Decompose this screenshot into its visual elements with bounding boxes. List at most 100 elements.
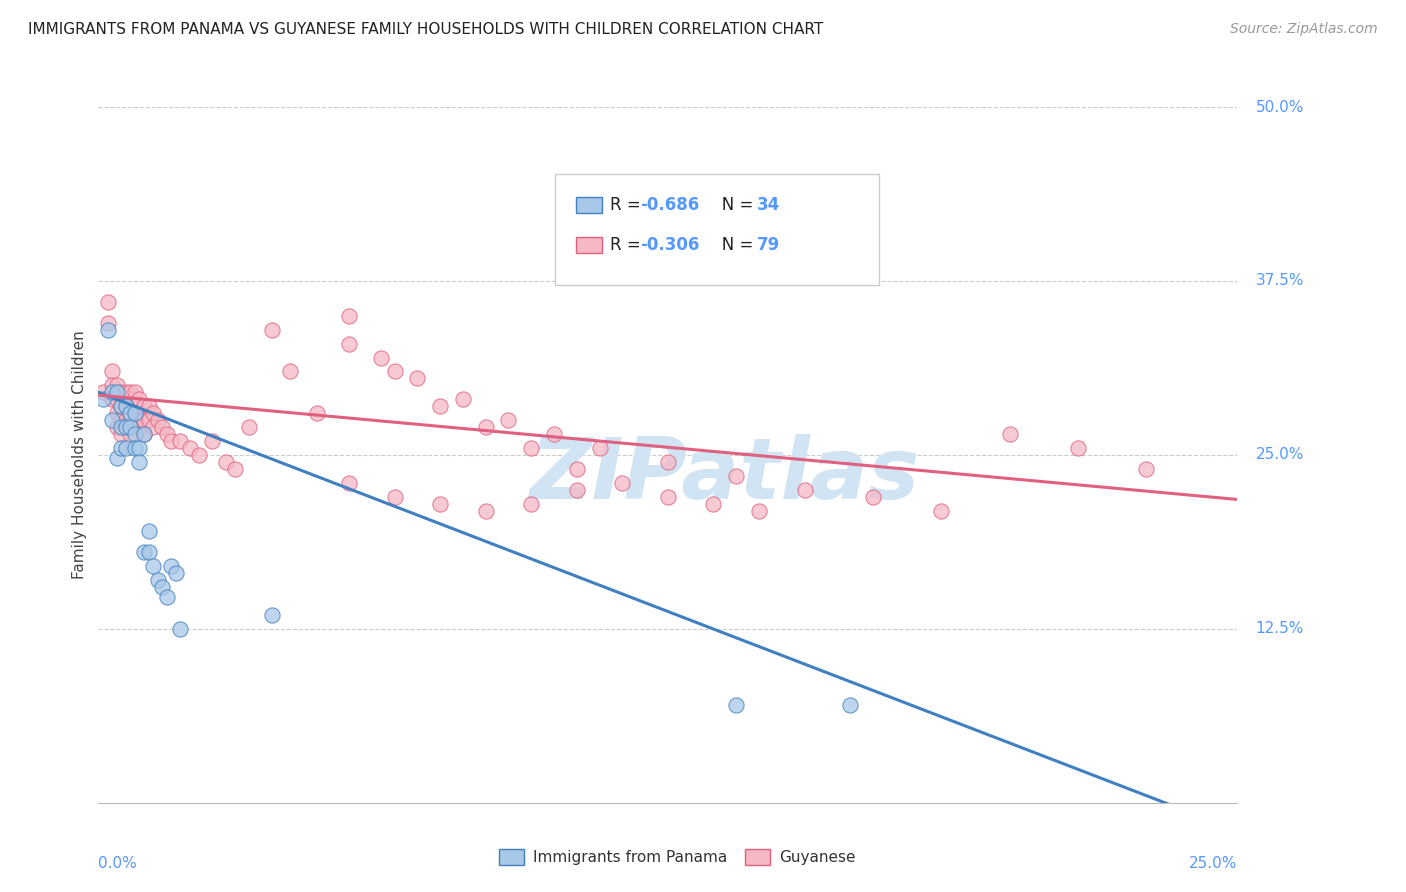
Point [307, 406, 329, 420]
Point [110, 413, 132, 427]
Point [142, 559, 165, 574]
Point [138, 524, 160, 539]
Point [110, 420, 132, 434]
Point [124, 441, 146, 455]
Point [224, 462, 246, 476]
Text: Guyanese: Guyanese [779, 850, 855, 864]
Point [114, 385, 136, 400]
Point [474, 420, 496, 434]
Point [160, 559, 183, 574]
Point [91, 385, 114, 400]
Point [839, 698, 862, 713]
Text: 50.0%: 50.0% [1256, 100, 1303, 114]
Text: -0.306: -0.306 [640, 236, 699, 254]
Point [748, 503, 770, 517]
Point [105, 450, 128, 465]
Text: IMMIGRANTS FROM PANAMA VS GUYANESE FAMILY HOUSEHOLDS WITH CHILDREN CORRELATION C: IMMIGRANTS FROM PANAMA VS GUYANESE FAMIL… [28, 22, 824, 37]
Text: ZIPatlas: ZIPatlas [530, 434, 920, 517]
Point [120, 420, 142, 434]
Point [142, 406, 165, 420]
Point [138, 545, 160, 559]
Point [520, 497, 543, 511]
Point [238, 420, 260, 434]
Point [105, 392, 128, 407]
Point [110, 385, 132, 400]
Point [132, 399, 155, 413]
Point [384, 364, 406, 378]
Point [110, 441, 132, 455]
Point [114, 420, 136, 434]
Point [793, 483, 815, 497]
Text: N =: N = [706, 196, 758, 214]
Point [124, 399, 146, 413]
Point [384, 490, 406, 504]
Point [406, 371, 429, 385]
Point [101, 392, 124, 407]
Point [138, 399, 160, 413]
Point [128, 406, 150, 420]
Point [114, 441, 136, 455]
Point [96, 316, 118, 330]
Point [187, 448, 209, 462]
Point [110, 399, 132, 413]
Point [114, 399, 136, 413]
Text: 37.5%: 37.5% [1256, 274, 1303, 288]
Point [101, 364, 124, 378]
Point [120, 399, 142, 413]
Point [862, 490, 884, 504]
Text: -0.686: -0.686 [640, 196, 699, 214]
Point [105, 406, 128, 420]
Point [120, 413, 142, 427]
Point [657, 490, 679, 504]
Point [114, 399, 136, 413]
Point [337, 336, 360, 351]
Point [498, 413, 520, 427]
Text: 34: 34 [756, 196, 780, 214]
Point [101, 385, 124, 400]
Text: 79: 79 [756, 236, 780, 254]
Text: 0.0%: 0.0% [98, 855, 138, 871]
Point [156, 590, 179, 604]
Point [612, 475, 634, 490]
Text: R =: R = [610, 236, 647, 254]
Point [101, 378, 124, 392]
Point [150, 580, 173, 594]
Point [110, 399, 132, 413]
Point [114, 413, 136, 427]
Point [142, 420, 165, 434]
Point [101, 413, 124, 427]
Point [169, 622, 191, 636]
Text: 25.0%: 25.0% [1256, 448, 1303, 462]
Point [128, 420, 150, 434]
Point [520, 441, 543, 455]
Point [110, 427, 132, 442]
Point [105, 385, 128, 400]
Point [105, 378, 128, 392]
Point [451, 392, 474, 407]
Point [132, 427, 155, 442]
Point [132, 413, 155, 427]
Point [1067, 441, 1090, 455]
Point [120, 406, 142, 420]
Point [169, 434, 191, 448]
Point [179, 441, 201, 455]
Point [702, 497, 724, 511]
Point [128, 392, 150, 407]
Text: N =: N = [706, 236, 758, 254]
Point [120, 385, 142, 400]
Point [588, 441, 610, 455]
Point [278, 364, 301, 378]
Point [128, 441, 150, 455]
Point [337, 309, 360, 323]
Point [132, 545, 155, 559]
Point [132, 427, 155, 442]
Point [260, 323, 283, 337]
Text: Immigrants from Panama: Immigrants from Panama [533, 850, 727, 864]
Point [124, 427, 146, 442]
Point [138, 413, 160, 427]
Point [146, 413, 169, 427]
Point [260, 607, 283, 622]
Point [150, 420, 173, 434]
Text: Source: ZipAtlas.com: Source: ZipAtlas.com [1230, 22, 1378, 37]
Point [474, 503, 496, 517]
